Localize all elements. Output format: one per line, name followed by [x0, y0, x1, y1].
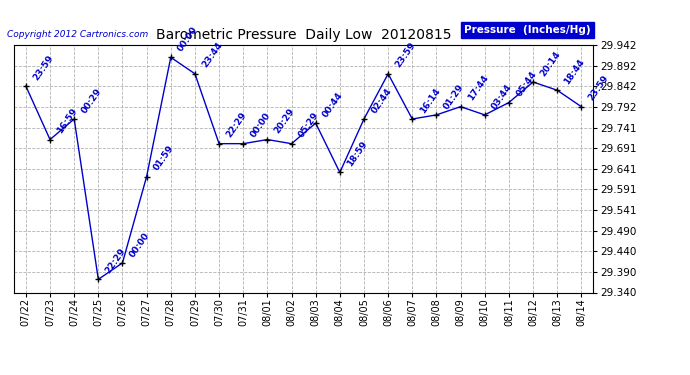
- Text: 05:44: 05:44: [515, 70, 538, 98]
- Text: 16:14: 16:14: [418, 86, 442, 115]
- Text: 17:44: 17:44: [466, 74, 490, 102]
- Text: 20:29: 20:29: [273, 107, 297, 135]
- Text: 23:59: 23:59: [32, 53, 55, 82]
- Text: 18:59: 18:59: [346, 140, 369, 168]
- Text: 00:00: 00:00: [177, 25, 200, 53]
- Text: 05:29: 05:29: [297, 111, 321, 140]
- Text: 23:44: 23:44: [201, 41, 224, 70]
- Text: 00:00: 00:00: [249, 111, 273, 140]
- Text: 18:44: 18:44: [563, 57, 586, 86]
- Text: 22:29: 22:29: [225, 111, 248, 140]
- Text: 00:44: 00:44: [322, 90, 345, 119]
- Text: 16:59: 16:59: [56, 106, 79, 135]
- Text: Pressure  (Inches/Hg): Pressure (Inches/Hg): [464, 25, 591, 35]
- Text: 20:14: 20:14: [539, 49, 562, 78]
- Text: 23:59: 23:59: [587, 74, 611, 102]
- Text: 01:29: 01:29: [442, 82, 466, 111]
- Text: 00:00: 00:00: [128, 231, 152, 259]
- Text: 22:29: 22:29: [104, 246, 128, 275]
- Text: 02:44: 02:44: [370, 86, 393, 115]
- Text: 03:44: 03:44: [491, 82, 514, 111]
- Text: 01:59: 01:59: [152, 144, 176, 172]
- Title: Barometric Pressure  Daily Low  20120815: Barometric Pressure Daily Low 20120815: [156, 28, 451, 42]
- Text: 00:29: 00:29: [80, 86, 104, 115]
- Text: 23:59: 23:59: [394, 41, 417, 70]
- Text: Copyright 2012 Cartronics.com: Copyright 2012 Cartronics.com: [7, 30, 148, 39]
